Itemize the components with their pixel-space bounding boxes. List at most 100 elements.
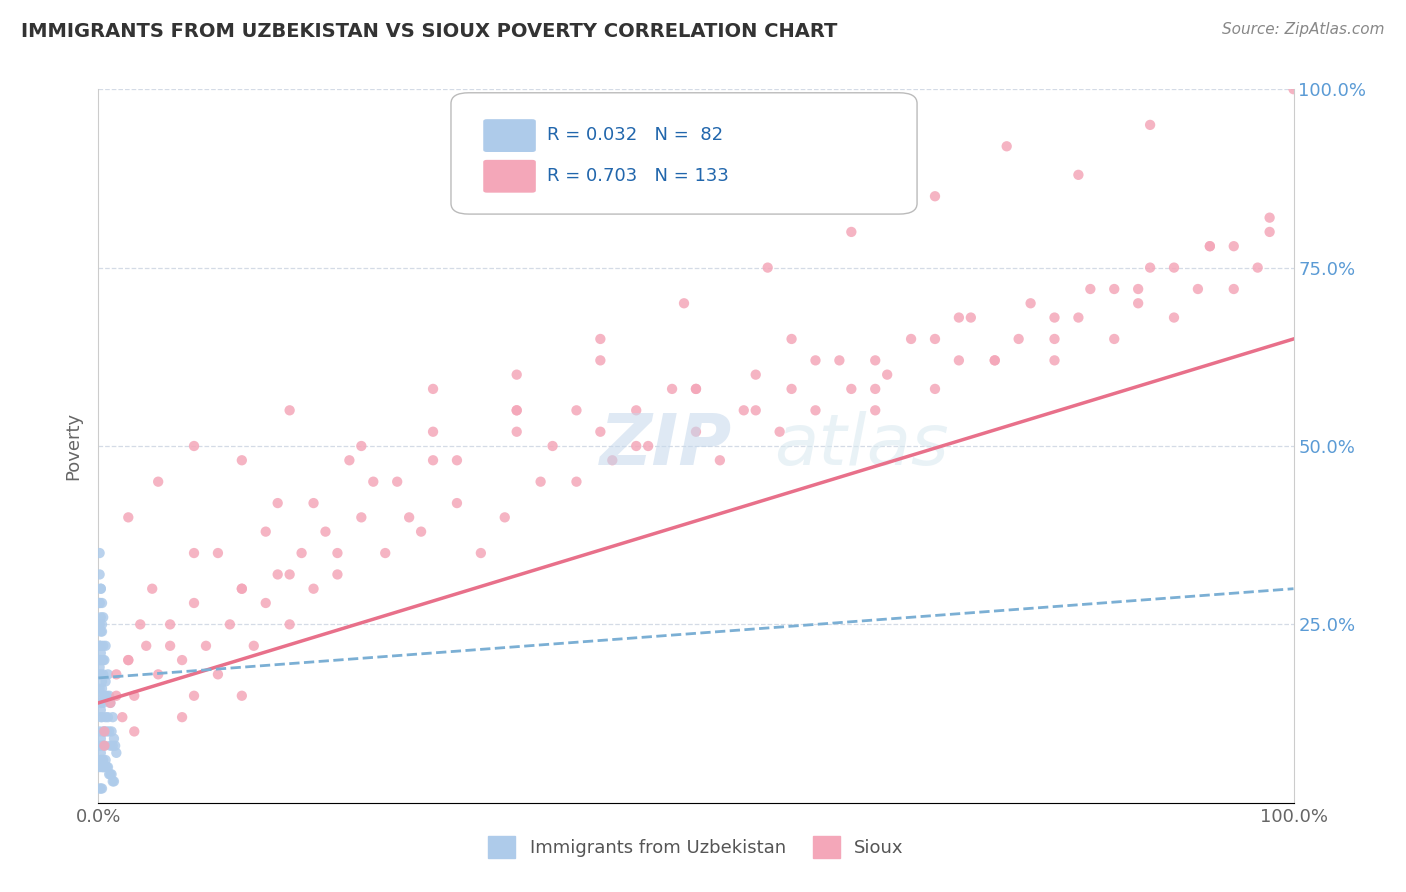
Point bbox=[90, 689, 112, 703]
Point bbox=[98, 767, 121, 781]
Point bbox=[1067, 310, 1090, 325]
Point bbox=[89, 660, 111, 674]
Point bbox=[924, 382, 946, 396]
Point bbox=[900, 332, 922, 346]
Point bbox=[541, 439, 564, 453]
Point bbox=[745, 403, 768, 417]
Point bbox=[768, 425, 790, 439]
Text: R = 0.032   N =  82: R = 0.032 N = 82 bbox=[547, 126, 723, 144]
Point bbox=[626, 403, 648, 417]
Point bbox=[302, 496, 325, 510]
Point bbox=[117, 653, 139, 667]
Point bbox=[1258, 211, 1281, 225]
Point bbox=[780, 332, 803, 346]
Text: ZIP: ZIP bbox=[600, 411, 733, 481]
Point bbox=[98, 739, 122, 753]
Point bbox=[135, 639, 157, 653]
Point bbox=[91, 596, 114, 610]
Point bbox=[91, 710, 114, 724]
Point bbox=[90, 746, 112, 760]
Point bbox=[96, 689, 118, 703]
Point bbox=[1223, 239, 1246, 253]
Legend: Immigrants from Uzbekistan, Sioux: Immigrants from Uzbekistan, Sioux bbox=[481, 829, 911, 865]
Point bbox=[602, 453, 624, 467]
Point bbox=[374, 546, 396, 560]
Point bbox=[90, 696, 112, 710]
Point bbox=[315, 524, 337, 539]
Point bbox=[1139, 260, 1161, 275]
Point bbox=[506, 425, 529, 439]
Point bbox=[90, 781, 112, 796]
Point bbox=[111, 710, 134, 724]
Point bbox=[363, 475, 385, 489]
Point bbox=[1258, 225, 1281, 239]
Point bbox=[828, 353, 851, 368]
Point bbox=[101, 774, 124, 789]
Point bbox=[1163, 310, 1185, 325]
Point bbox=[804, 353, 827, 368]
Point bbox=[1247, 260, 1270, 275]
Point bbox=[172, 710, 194, 724]
Point bbox=[129, 617, 152, 632]
Point bbox=[94, 639, 117, 653]
Point bbox=[90, 667, 112, 681]
Point bbox=[589, 353, 612, 368]
Point bbox=[1282, 82, 1305, 96]
Point bbox=[219, 617, 242, 632]
Point bbox=[98, 689, 121, 703]
Point bbox=[104, 739, 127, 753]
Point bbox=[231, 453, 253, 467]
Point bbox=[89, 639, 111, 653]
Point bbox=[103, 774, 125, 789]
Point bbox=[494, 510, 516, 524]
Point bbox=[96, 760, 118, 774]
Point bbox=[756, 260, 779, 275]
Point bbox=[89, 681, 111, 696]
Point bbox=[626, 439, 648, 453]
Point bbox=[91, 681, 114, 696]
Point bbox=[89, 739, 111, 753]
Point bbox=[804, 403, 827, 417]
Point bbox=[98, 696, 122, 710]
Point bbox=[183, 596, 205, 610]
Text: R = 0.703   N = 133: R = 0.703 N = 133 bbox=[547, 168, 728, 186]
Point bbox=[91, 739, 114, 753]
Point bbox=[1187, 282, 1209, 296]
Point bbox=[100, 724, 122, 739]
Point bbox=[1128, 296, 1150, 310]
Point bbox=[948, 310, 970, 325]
Point bbox=[89, 617, 111, 632]
Point bbox=[231, 582, 253, 596]
Point bbox=[90, 703, 112, 717]
Point bbox=[90, 710, 112, 724]
Point bbox=[101, 710, 124, 724]
Point bbox=[91, 674, 114, 689]
Point bbox=[1043, 310, 1066, 325]
Point bbox=[506, 403, 529, 417]
Point bbox=[90, 582, 112, 596]
Point bbox=[100, 767, 122, 781]
Point bbox=[924, 189, 946, 203]
Point bbox=[745, 368, 768, 382]
Point bbox=[97, 667, 120, 681]
Point bbox=[89, 781, 111, 796]
Point bbox=[89, 567, 111, 582]
Point bbox=[924, 332, 946, 346]
FancyBboxPatch shape bbox=[451, 93, 917, 214]
Point bbox=[243, 639, 266, 653]
Point bbox=[98, 767, 122, 781]
Point bbox=[385, 475, 409, 489]
Point bbox=[90, 646, 112, 660]
Point bbox=[1104, 282, 1126, 296]
Point bbox=[841, 382, 863, 396]
Point bbox=[89, 596, 111, 610]
Point bbox=[93, 689, 115, 703]
Point bbox=[685, 382, 707, 396]
Text: atlas: atlas bbox=[773, 411, 948, 481]
Point bbox=[254, 524, 277, 539]
Point bbox=[984, 353, 1007, 368]
Point bbox=[89, 724, 111, 739]
FancyBboxPatch shape bbox=[484, 120, 536, 152]
Point bbox=[91, 667, 114, 681]
Point bbox=[105, 746, 128, 760]
